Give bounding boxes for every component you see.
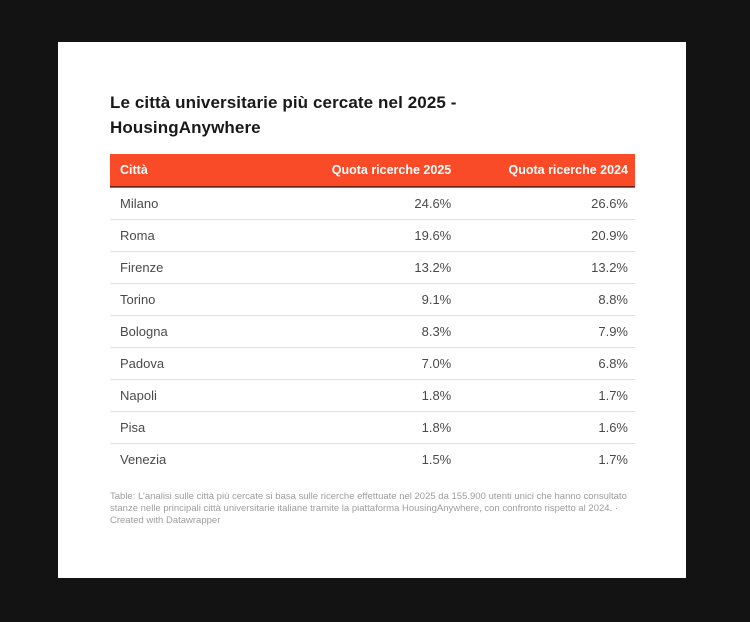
city-cell: Padova [110,347,320,380]
cities-table: Città Quota ricerche 2025 Quota ricerche… [110,154,635,475]
city-cell: Napoli [110,379,320,412]
city-cell: Roma [110,219,320,252]
city-cell: Venezia [110,443,320,475]
quota-2024-cell: 8.8% [451,283,635,316]
table-row-pisa: Pisa 1.8% 1.6% [110,411,635,444]
quota-2025-cell: 8.3% [320,315,452,348]
quota-2024-cell: 7.9% [451,315,635,348]
quota-2024-cell: 26.6% [451,187,635,220]
quota-2024-cell: 13.2% [451,251,635,284]
city-cell: Pisa [110,411,320,444]
quota-2025-cell: 19.6% [320,219,452,252]
quota-2025-cell: 1.8% [320,379,452,412]
footer-attribution: Created with Datawrapper [110,515,221,526]
quota-2025-cell: 7.0% [320,347,452,380]
city-cell: Torino [110,283,320,316]
quota-2025-cell: 13.2% [320,251,452,284]
table-header: Città Quota ricerche 2025 Quota ricerche… [110,154,635,188]
quota-2025-cell: 24.6% [320,187,452,220]
table-header-row: Città Quota ricerche 2025 Quota ricerche… [110,154,635,188]
table-row-napoli: Napoli 1.8% 1.7% [110,379,635,412]
city-cell: Milano [110,187,320,220]
chart-title: Le città universitarie più cercate nel 2… [110,93,457,137]
table-row-bologna: Bologna 8.3% 7.9% [110,315,635,348]
column-header-citta: Città [110,154,320,188]
table-row-torino: Torino 9.1% 8.8% [110,283,635,316]
quota-2024-cell: 6.8% [451,347,635,380]
quota-2024-cell: 1.6% [451,411,635,444]
quota-2025-cell: 9.1% [320,283,452,316]
city-cell: Bologna [110,315,320,348]
column-header-quota-2024: Quota ricerche 2024 [451,154,635,188]
table-row-milano: Milano 24.6% 26.6% [110,187,635,220]
quota-2024-cell: 20.9% [451,219,635,252]
table-row-firenze: Firenze 13.2% 13.2% [110,251,635,284]
quota-2024-cell: 1.7% [451,379,635,412]
table-body: Milano 24.6% 26.6% Roma 19.6% 20.9% Fire… [110,187,635,475]
table-row-venezia: Venezia 1.5% 1.7% [110,443,635,475]
column-header-quota-2025: Quota ricerche 2025 [320,154,452,188]
footer-notes: Table: L’analisi sulle città più cercate… [110,491,627,514]
city-cell: Firenze [110,251,320,284]
table-footer: Table: L’analisi sulle città più cercate… [110,491,635,527]
chart-card: Le città universitarie più cercate nel 2… [58,42,686,578]
footer-separator: · [614,503,618,514]
quota-2025-cell: 1.8% [320,411,452,444]
quota-2024-cell: 1.7% [451,443,635,475]
quota-2025-cell: 1.5% [320,443,452,475]
table-row-padova: Padova 7.0% 6.8% [110,347,635,380]
table-row-roma: Roma 19.6% 20.9% [110,219,635,252]
